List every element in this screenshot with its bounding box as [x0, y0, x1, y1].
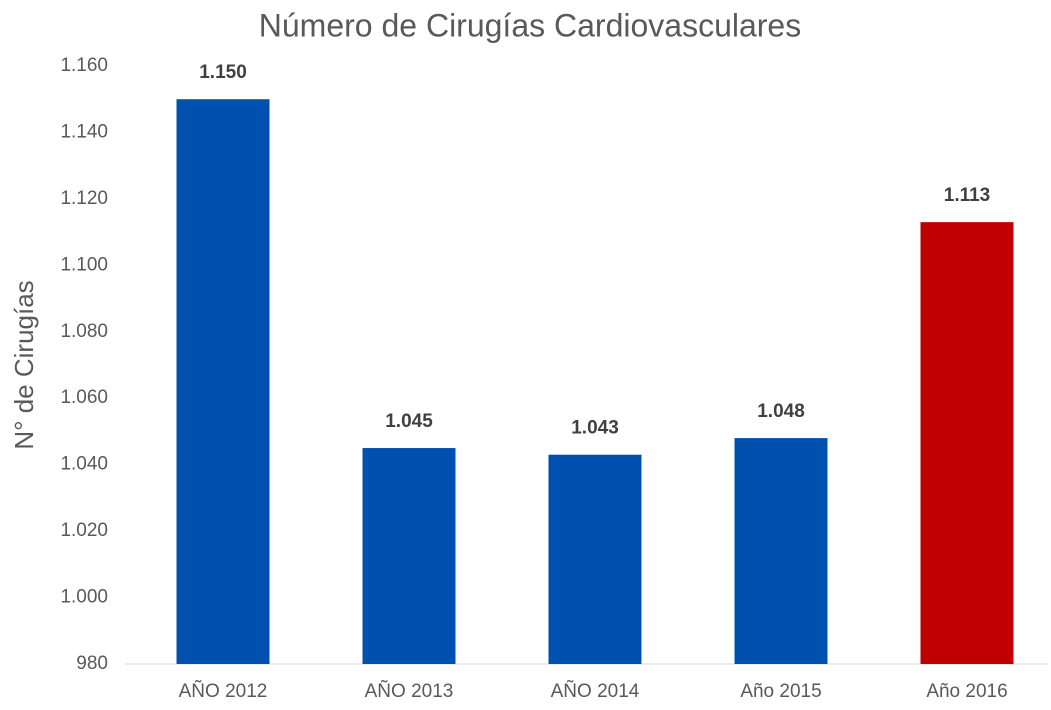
- y-tick-label: 1.020: [60, 520, 108, 541]
- y-tick-label: 1.060: [60, 387, 108, 408]
- bar: [920, 222, 1014, 664]
- bar: [176, 99, 270, 664]
- data-label: 1.045: [385, 411, 433, 432]
- data-label: 1.150: [199, 62, 247, 83]
- y-tick-label: 1.140: [60, 121, 108, 142]
- chart-title: Número de Cirugías Cardiovasculares: [259, 7, 801, 43]
- y-tick-label: 1.160: [60, 55, 108, 76]
- y-tick-label: 980: [76, 653, 108, 674]
- y-tick-label: 1.100: [60, 254, 108, 275]
- x-tick-label: AÑO 2014: [551, 680, 640, 702]
- data-label: 1.043: [571, 418, 619, 439]
- y-tick-label: 1.120: [60, 188, 108, 209]
- bar: [548, 454, 642, 664]
- y-tick-label: 1.000: [60, 587, 108, 608]
- x-tick-label: Año 2016: [926, 681, 1007, 702]
- x-tick-label: Año 2015: [740, 681, 821, 702]
- bar: [362, 448, 456, 664]
- x-tick-label: AÑO 2013: [365, 680, 454, 702]
- y-tick-label: 1.080: [60, 321, 108, 342]
- x-tick-label: AÑO 2012: [179, 680, 268, 702]
- bar: [734, 438, 828, 664]
- y-axis-label: N° de Cirugías: [9, 280, 39, 449]
- data-label: 1.113: [944, 185, 991, 206]
- data-label: 1.048: [757, 401, 805, 422]
- y-tick-label: 1.040: [60, 454, 108, 475]
